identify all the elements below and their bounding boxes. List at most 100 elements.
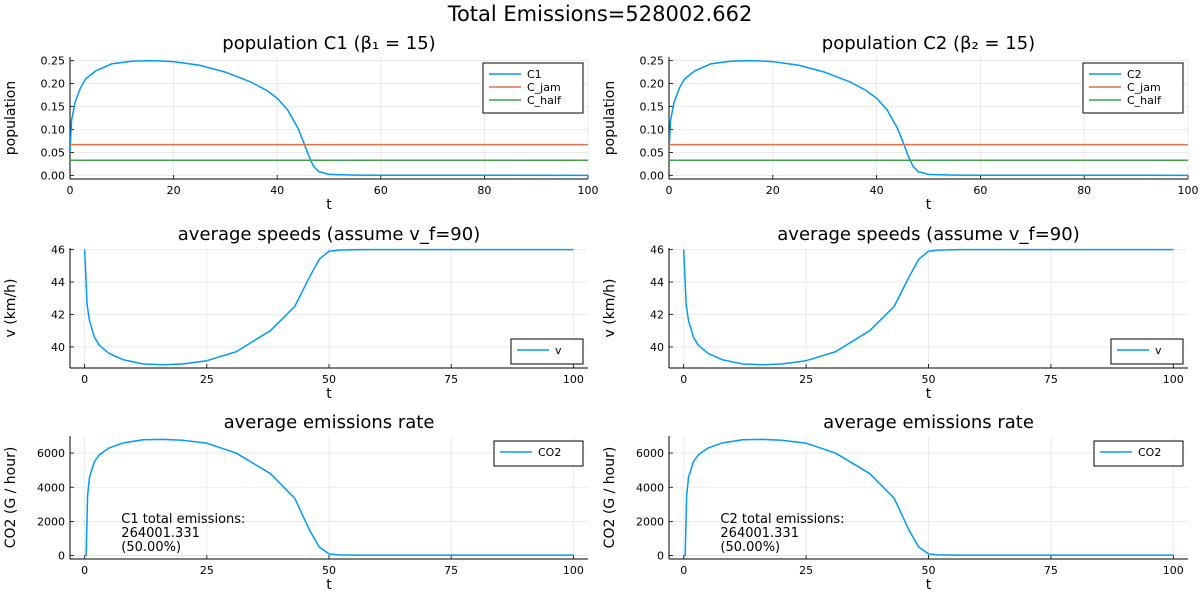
x-tick-label: 25 [200, 373, 214, 386]
y-tick-label: 44 [51, 276, 65, 289]
y-tick-label: 0 [58, 550, 65, 563]
legend-box [482, 62, 584, 114]
annotation-line: 264001.331 [720, 526, 799, 541]
legend-box [1110, 338, 1184, 365]
panels: 0 20 40 60 80 100 0.00 0.05 0.10 0.15 0.20 0.25 popu… [3, 33, 1199, 593]
x-tick-label: 100 [563, 564, 584, 577]
legend-label: C_jam [527, 81, 561, 94]
y-tick-label: 0.05 [640, 146, 665, 159]
x-tick-label: 75 [444, 373, 458, 386]
x-tick-label: 0 [666, 184, 673, 197]
legend-box [1093, 440, 1184, 467]
chart-title: average emissions rate [823, 412, 1034, 433]
y-axis-label: v (km/h) [3, 279, 19, 338]
y-tick-label: 44 [650, 276, 664, 289]
y-tick-label: 46 [650, 244, 664, 257]
legend: CO2 [1093, 440, 1184, 467]
x-tick-label: 60 [374, 184, 388, 197]
x-axis-label: t [926, 577, 932, 593]
x-tick-label: 25 [799, 373, 813, 386]
chart-panel-pop-c1: 0 20 40 60 80 100 0.00 0.05 0.10 0.15 0.20 0.25 popu… [3, 33, 599, 213]
series-line-co2 [84, 438, 574, 557]
x-tick-label: 80 [477, 184, 491, 197]
series-group [682, 248, 1174, 366]
y-tick-label: 40 [650, 341, 664, 354]
x-tick-label: 40 [270, 184, 284, 197]
y-axis-label: population [602, 81, 618, 156]
x-tick-label: 50 [322, 373, 336, 386]
y-tick-label: 0.15 [640, 101, 665, 114]
y-axis-label: population [3, 81, 19, 156]
x-tick-label: 75 [444, 564, 458, 577]
y-tick-label: 42 [51, 308, 65, 321]
y-tick-label: 0.00 [640, 169, 665, 182]
chart-title: population C1 (β₁ = 15) [222, 33, 435, 54]
y-tick-label: 40 [51, 341, 65, 354]
series-group [683, 438, 1174, 557]
series-line-v [83, 248, 574, 366]
legend-box [493, 440, 584, 467]
series-line-c1 [70, 59, 588, 177]
y-tick-label: 0.25 [41, 55, 66, 68]
x-axis-label: t [326, 386, 332, 402]
x-tick-label: 0 [680, 373, 687, 386]
x-tick-label: 0 [67, 184, 74, 197]
x-axis-label: t [926, 197, 932, 213]
y-axis-label: v (km/h) [602, 279, 618, 338]
x-tick-label: 100 [1163, 373, 1184, 386]
x-tick-label: 100 [563, 373, 584, 386]
y-axis-label: CO2 (G / hour) [3, 447, 19, 549]
y-tick-label: 4000 [636, 481, 664, 494]
x-axis-label: t [926, 386, 932, 402]
chart-title: average speeds (assume v_f=90) [178, 224, 480, 245]
legend-label: C_jam [1127, 81, 1161, 94]
x-tick-label: 50 [922, 373, 936, 386]
x-axis-label: t [326, 577, 332, 593]
chart-title: average emissions rate [224, 412, 435, 433]
figure-title: Total Emissions=528002.662 [447, 2, 753, 26]
y-tick-label: 6000 [636, 447, 664, 460]
chart-panel-speed-c1: 0 25 50 75 100 40 42 44 46 average speeds (assume… [3, 224, 588, 402]
legend-box [1082, 62, 1184, 114]
x-tick-label: 20 [766, 184, 780, 197]
y-axis-label: CO2 (G / hour) [602, 447, 618, 549]
y-tick-label: 6000 [37, 447, 65, 460]
legend-label: C_half [527, 94, 562, 107]
legend-box [510, 338, 584, 365]
y-tick-label: 2000 [37, 515, 65, 528]
x-tick-label: 75 [1044, 564, 1058, 577]
legend: CO2 [493, 440, 584, 467]
x-tick-label: 50 [922, 564, 936, 577]
series-line-v [682, 248, 1174, 366]
annotation-line: (50.00%) [720, 540, 780, 555]
chart-panel-emis-c2: 0 25 50 75 100 0 2000 4000 6000 average emissions… [602, 412, 1188, 593]
y-tick-label: 0.10 [41, 123, 66, 136]
x-tick-label: 60 [973, 184, 987, 197]
series-group [84, 438, 574, 557]
series-group [669, 59, 1188, 177]
y-tick-label: 2000 [636, 515, 664, 528]
series-line-c2 [669, 59, 1188, 177]
y-tick-label: 0 [657, 550, 664, 563]
chart-panel-pop-c2: 0 20 40 60 80 100 0.00 0.05 0.10 0.15 0.20 0.25 popu… [602, 33, 1199, 213]
legend-label: C_half [1127, 94, 1162, 107]
y-tick-label: 4000 [37, 481, 65, 494]
y-tick-label: 0.00 [41, 169, 66, 182]
annotation-line: C2 total emissions: [720, 512, 844, 527]
x-tick-label: 0 [81, 373, 88, 386]
y-tick-label: 0.25 [640, 55, 665, 68]
y-tick-label: 0.20 [640, 78, 665, 91]
x-tick-label: 75 [1044, 373, 1058, 386]
series-line-co2 [683, 438, 1174, 557]
legend-label: C1 [527, 68, 542, 81]
legend: v [510, 338, 584, 365]
chart-panel-emis-c1: 0 25 50 75 100 0 2000 4000 6000 average emissions… [3, 412, 588, 593]
x-tick-label: 40 [870, 184, 884, 197]
annotation-line: 264001.331 [121, 526, 200, 541]
x-tick-label: 20 [167, 184, 181, 197]
legend-label: v [555, 344, 562, 357]
chart-panel-speed-c2: 0 25 50 75 100 40 42 44 46 average speeds (assume… [602, 224, 1188, 402]
